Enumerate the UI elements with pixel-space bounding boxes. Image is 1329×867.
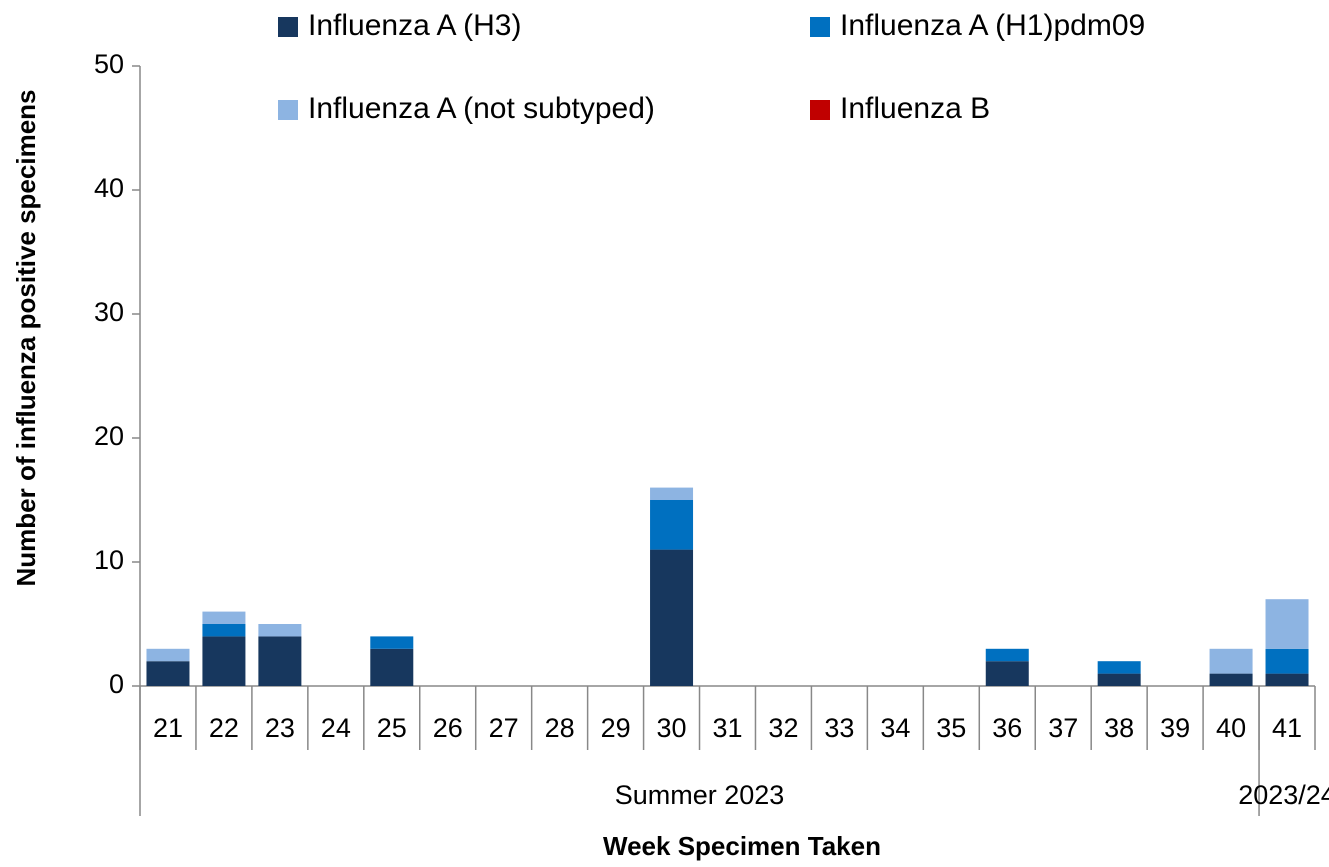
bar-segment <box>202 636 246 686</box>
bar-segment <box>1097 661 1141 674</box>
x-tick-label: 32 <box>768 713 798 743</box>
x-tick-label: 27 <box>489 713 519 743</box>
bar-segment <box>202 624 246 637</box>
y-tick-label: 50 <box>94 49 124 79</box>
bar-segment <box>146 648 190 662</box>
bar-segment <box>650 487 694 500</box>
bar-segment <box>1265 673 1309 686</box>
legend-label: Influenza A (H3) <box>308 9 521 42</box>
x-tick-label: 30 <box>657 713 687 743</box>
bar-segment <box>1209 648 1253 674</box>
x-tick-label: 38 <box>1104 713 1134 743</box>
bar-segment <box>650 500 694 550</box>
x-tick-label: 33 <box>824 713 854 743</box>
legend-swatch <box>278 17 298 37</box>
x-tick-label: 31 <box>712 713 742 743</box>
bar-segment <box>258 624 302 637</box>
x-tick-label: 35 <box>936 713 966 743</box>
bar-segment <box>258 636 302 686</box>
bar-segment <box>1265 648 1309 674</box>
bar-segment <box>1209 673 1253 686</box>
legend-swatch <box>810 17 830 37</box>
y-tick-label: 0 <box>109 669 124 699</box>
x-tick-label: 21 <box>153 713 183 743</box>
x-tick-label: 37 <box>1048 713 1078 743</box>
x-tick-label: 28 <box>545 713 575 743</box>
x-tick-label: 41 <box>1272 713 1302 743</box>
bar-segment <box>202 611 246 624</box>
bar-segment <box>1097 673 1141 686</box>
x-tick-label: 25 <box>377 713 407 743</box>
legend-swatch <box>278 100 298 120</box>
x-axis-title: Week Specimen Taken <box>603 831 881 861</box>
y-tick-label: 10 <box>94 545 124 575</box>
group-label: 2023/24 <box>1238 780 1329 810</box>
bar-segment <box>370 648 414 686</box>
y-tick-label: 30 <box>94 297 124 327</box>
legend-swatch <box>810 100 830 120</box>
bar-segment <box>985 661 1029 686</box>
x-tick-label: 23 <box>265 713 295 743</box>
x-tick-label: 34 <box>880 713 910 743</box>
x-tick-label: 39 <box>1160 713 1190 743</box>
bar-segment <box>146 661 190 686</box>
bar-segment <box>985 648 1029 662</box>
bar-segment <box>370 636 414 649</box>
y-axis-title: Number of influenza positive specimens <box>11 90 41 587</box>
group-label: Summer 2023 <box>615 780 785 810</box>
bar-segment <box>1265 599 1309 649</box>
x-tick-label: 22 <box>209 713 239 743</box>
legend-label: Influenza A (H1)pdm09 <box>840 9 1145 42</box>
legend-label: Influenza A (not subtyped) <box>308 92 655 125</box>
x-tick-label: 29 <box>601 713 631 743</box>
x-tick-label: 36 <box>992 713 1022 743</box>
x-tick-label: 24 <box>321 713 351 743</box>
legend-label: Influenza B <box>840 92 990 125</box>
y-tick-label: 20 <box>94 421 124 451</box>
x-tick-label: 26 <box>433 713 463 743</box>
x-tick-label: 40 <box>1216 713 1246 743</box>
bar-segment <box>650 549 694 686</box>
y-tick-label: 40 <box>94 173 124 203</box>
